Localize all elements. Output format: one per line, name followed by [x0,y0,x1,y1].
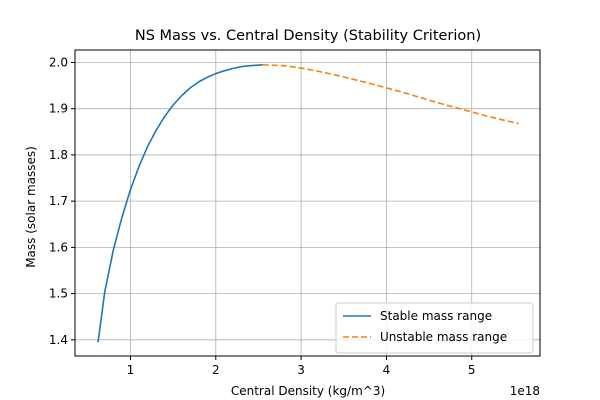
y-tick-label: 1.4 [49,333,68,347]
x-tick-label: 2 [212,363,220,377]
x-tick-label: 3 [297,363,305,377]
series-line-stable [97,63,263,343]
y-tick-label: 1.7 [49,194,68,208]
legend-label-stable: Stable mass range [380,309,492,323]
legend-label-unstable: Unstable mass range [380,330,507,344]
chart-title: NS Mass vs. Central Density (Stability C… [135,28,481,44]
series-layer [97,63,519,343]
legend-box [335,302,534,354]
grid [75,50,540,356]
plot-frame [74,49,541,357]
x-tick-label: 1 [127,363,135,377]
y-tick-label: 1.9 [49,102,68,116]
x-axis-multiplier: 1e18 [510,384,540,398]
x-tick-label: 4 [383,363,391,377]
x-tick-label: 5 [468,363,476,377]
y-tick-label: 1.8 [49,148,68,162]
legend: Stable mass range Unstable mass range [335,302,534,354]
x-axis-label: Central Density (kg/m^3) [231,384,385,398]
y-tick-label: 2.0 [49,55,68,69]
y-tick-label: 1.6 [49,240,68,254]
series-line-unstable [262,63,519,125]
ticks: 1 2 3 4 5 1.4 1.5 1.6 1.7 1.8 1.9 2.0 [49,55,476,377]
y-axis-label: Mass (solar masses) [24,146,38,268]
y-tick-label: 1.5 [49,287,68,301]
